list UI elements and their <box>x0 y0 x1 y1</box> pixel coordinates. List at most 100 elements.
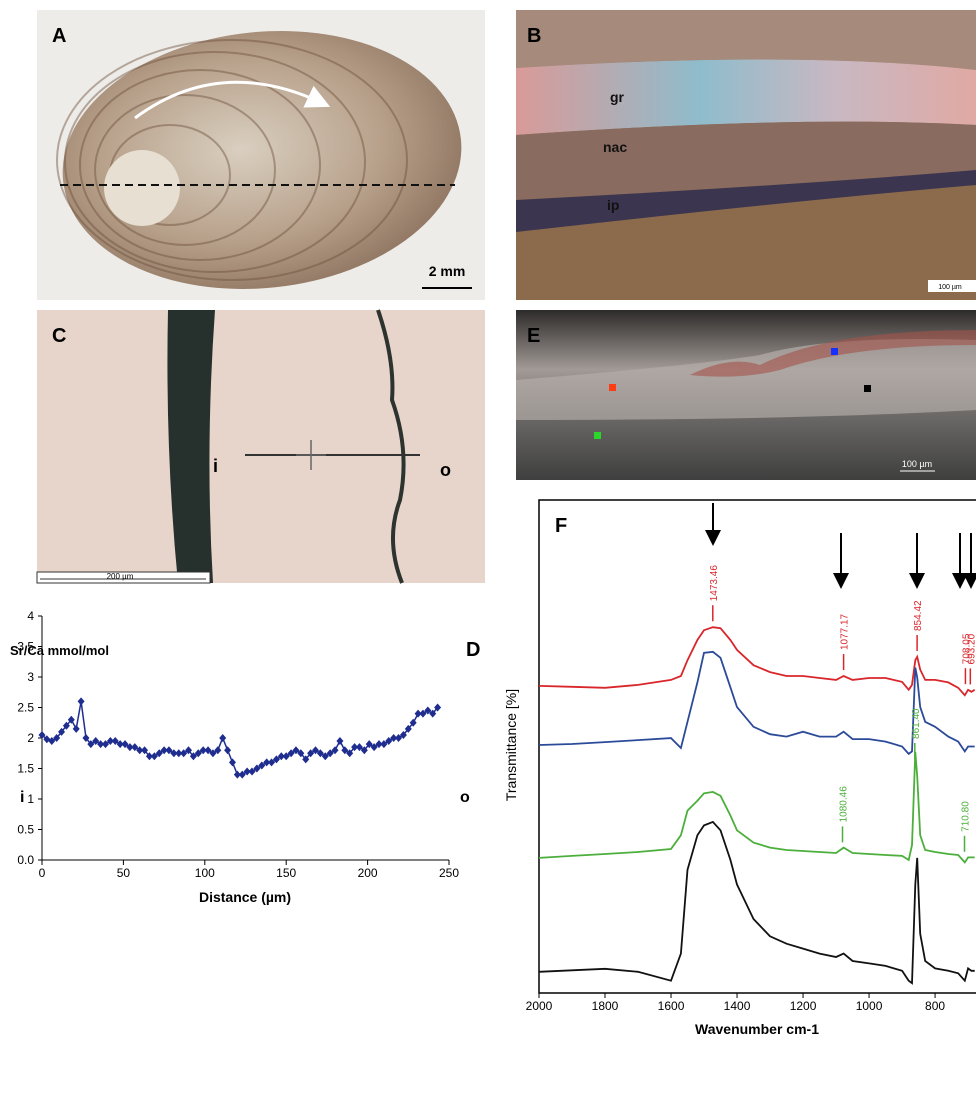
y-tick-label: 1 <box>27 792 34 806</box>
layer-label: ip <box>607 197 619 213</box>
data-point <box>141 746 149 755</box>
data-point <box>58 727 66 736</box>
data-point <box>233 770 241 779</box>
panel-label: D <box>466 639 480 661</box>
layer-label: gr <box>610 89 625 105</box>
data-point <box>292 746 300 755</box>
spot <box>609 384 616 391</box>
data-point <box>424 706 432 715</box>
data-point <box>346 749 354 758</box>
peak-label: 708.05 <box>961 633 972 664</box>
data-point <box>272 755 280 764</box>
data-point <box>82 734 90 742</box>
data-point <box>326 749 334 758</box>
series-line <box>538 626 976 697</box>
band-arrows <box>705 503 976 589</box>
series-line <box>538 650 975 756</box>
spot <box>864 385 871 392</box>
data-point <box>370 743 378 752</box>
x-tick-label: 200 <box>358 866 378 880</box>
data-point <box>194 749 202 758</box>
y-tick-label: 2 <box>27 731 34 745</box>
spire <box>104 150 180 226</box>
scale-box <box>928 280 976 292</box>
y-tick-label: 2.5 <box>17 701 34 715</box>
annotation: o <box>460 789 470 806</box>
data-point <box>380 740 388 749</box>
data-point <box>228 758 236 767</box>
x-tick-label: 800 <box>925 999 945 1013</box>
data-point <box>92 737 100 746</box>
y-tick-label: 0.0 <box>17 853 34 867</box>
dark-band <box>167 310 215 583</box>
data-point <box>97 740 105 749</box>
peak-label: 1473.46 <box>709 565 720 602</box>
y-axis-title: Sr/Ca mmol/mol <box>10 643 109 658</box>
data-point <box>243 767 251 776</box>
y-tick-label: 1.5 <box>17 762 34 776</box>
data-point <box>302 755 310 764</box>
data-point <box>268 758 276 767</box>
data-point <box>419 709 427 718</box>
y-axis-title: Transmittance [%] <box>503 689 519 801</box>
data-point <box>62 721 70 730</box>
panel-c: i o 200 µm C <box>36 309 485 584</box>
layer-gr <box>516 59 976 135</box>
data-point <box>185 746 193 755</box>
data-point <box>180 749 188 758</box>
data-point <box>175 749 183 758</box>
data-point <box>101 740 109 749</box>
data-point <box>106 737 114 746</box>
data-point <box>360 746 368 755</box>
data-point <box>277 752 285 761</box>
layer-ip <box>516 170 976 232</box>
data-point <box>116 740 124 749</box>
scale-label: 2 mm <box>429 263 466 279</box>
data-point <box>150 752 158 761</box>
panel-e: 100 µm E <box>516 310 976 480</box>
data-point <box>253 764 261 773</box>
scale-label: 100 µm <box>938 284 962 291</box>
series-line <box>538 820 975 985</box>
data-point <box>224 746 232 755</box>
peak-label: 861.40 <box>911 708 922 739</box>
data-point <box>351 743 359 752</box>
data-point <box>111 737 119 746</box>
peak-label: 693.20 <box>966 633 976 664</box>
data-point <box>390 734 398 742</box>
data-point <box>53 734 61 742</box>
photo-bg <box>37 310 485 583</box>
x-tick-label: 250 <box>439 866 459 880</box>
data-point <box>121 740 129 749</box>
panel-label: A <box>52 25 66 47</box>
data-point <box>126 743 134 752</box>
data-point <box>355 743 363 752</box>
scale-label: 200 µm <box>107 572 134 581</box>
data-point <box>165 746 173 755</box>
data-point <box>336 737 344 746</box>
layer <box>516 339 976 420</box>
y-tick-label: 3 <box>27 670 34 684</box>
peak-label: 1080.46 <box>839 786 850 823</box>
annotation: i <box>20 789 24 806</box>
data-point <box>131 743 139 752</box>
inner-label: i <box>213 456 218 476</box>
peak-label: 710.80 <box>961 801 972 832</box>
data-point <box>145 752 153 761</box>
x-tick-label: 1000 <box>856 999 883 1013</box>
data-point <box>72 724 80 733</box>
panel-label: C <box>52 325 66 347</box>
x-tick-label: 50 <box>117 866 131 880</box>
y-tick-label: 0.5 <box>17 823 34 837</box>
data-point <box>155 749 163 758</box>
data-point <box>170 749 178 758</box>
data-point <box>404 724 412 733</box>
data-point <box>297 749 305 758</box>
data-point <box>341 746 349 755</box>
x-axis-title: Distance (µm) <box>199 889 291 905</box>
data-point <box>199 746 207 755</box>
spot <box>594 432 601 439</box>
data-point <box>321 752 329 761</box>
data-point <box>399 730 407 739</box>
